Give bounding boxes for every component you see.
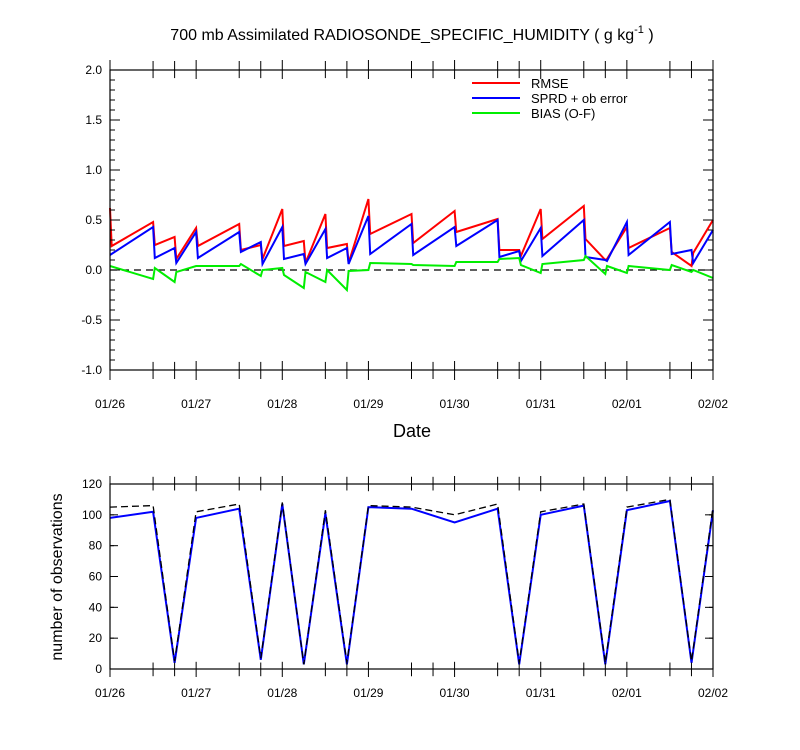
x-tick-label: 01/30 [440,686,470,700]
chart-title-main: 700 mb Assimilated RADIOSONDE_SPECIFIC_H… [170,27,634,44]
y-tick-label: 80 [89,539,103,553]
x-tick-label: 01/28 [267,397,297,411]
observation-count-chart: 0 20 40 60 80 100 120 01/26 01/27 01/28 01/29 01/30… [49,476,728,700]
y-tick-label: 0 [95,662,102,676]
x-tick-label: 01/26 [95,686,125,700]
sprd-ob-error-line [109,215,714,268]
y-tick-label: 60 [89,570,103,584]
observations-used-line [109,499,714,665]
top-series-group [109,198,714,293]
legend-item-rmse-label: RMSE [531,76,569,91]
bias-line [109,254,714,293]
y-tick-label: -1.0 [81,363,102,377]
plot-frame [109,483,714,670]
x-tick-label: 01/26 [95,397,125,411]
y-tick-label: -0.5 [81,313,102,327]
y-tick-label: 100 [82,508,102,522]
y-tick-label: 0.5 [85,213,102,227]
top-axes-group: -1.0 -0.5 0.0 0.5 1.0 1.5 2.0 01/26 01/27 01/28 01… [81,60,728,411]
legend-item-bias-label: BIAS (O-F) [531,106,595,121]
y-tick-label: 2.0 [85,63,102,77]
y-axis-label-observations: number of observations [49,493,66,660]
x-tick-label: 01/31 [526,686,556,700]
x-tick-label: 01/29 [353,686,383,700]
y-tick-label: 1.0 [85,163,102,177]
humidity-stats-chart: 700 mb Assimilated RADIOSONDE_SPECIFIC_H… [81,24,728,441]
y-tick-label: 1.5 [85,113,102,127]
x-tick-label: 01/31 [526,397,556,411]
x-tick-label: 02/02 [698,397,728,411]
x-tick-label: 01/30 [440,397,470,411]
x-tick-label: 02/02 [698,686,728,700]
chart-title: 700 mb Assimilated RADIOSONDE_SPECIFIC_H… [170,24,653,44]
x-tick-label: 01/29 [353,397,383,411]
y-tick-label: 40 [89,600,103,614]
x-tick-label: 01/27 [181,397,211,411]
x-tick-label: 01/28 [267,686,297,700]
x-tick-label: 02/01 [612,686,642,700]
chart-title-close: ) [644,27,654,44]
bottom-axes-group: 0 20 40 60 80 100 120 01/26 01/27 01/28 01/29 01/30… [82,476,728,700]
observations-possible-line [109,498,714,665]
bottom-series-group [109,498,714,665]
y-tick-label: 120 [82,477,102,491]
x-axis-label: Date [393,421,431,441]
x-tick-label: 02/01 [612,397,642,411]
legend-item-sprd-label: SPRD + ob error [531,91,628,106]
y-tick-label: 20 [89,631,103,645]
x-tick-label: 01/27 [181,686,211,700]
chart-title-units-exponent: -1 [634,24,644,36]
y-tick-label: 0.0 [85,263,102,277]
